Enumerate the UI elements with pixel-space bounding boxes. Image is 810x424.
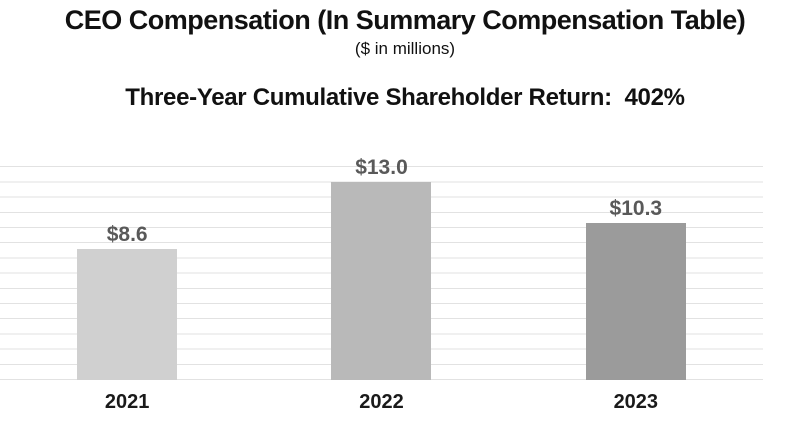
bar-value-label: $13.0 (355, 156, 408, 180)
chart-subtitle: ($ in millions) (354, 39, 456, 58)
chart-title: CEO Compensation (In Summary Compensatio… (64, 5, 746, 35)
x-tick-label: 2022 (359, 391, 404, 413)
x-tick-label: 2023 (613, 391, 659, 413)
bar-2023 (585, 223, 686, 380)
bar-value-label: $10.3 (609, 197, 663, 221)
bar-group-2021: $8.6 (0, 152, 254, 380)
shareholder-return-heading: Three-Year Cumulative Shareholder Return… (125, 84, 685, 111)
plot-area: $8.6 $13.0 $10.3 (0, 152, 763, 380)
x-axis: 2021 2022 2023 (0, 391, 763, 414)
bar-group-2022: $13.0 (254, 152, 508, 380)
bar-2022 (331, 182, 432, 380)
x-tick-label: 2021 (104, 391, 150, 413)
bar-value-label: $8.6 (106, 223, 148, 247)
bar-2021 (77, 249, 178, 380)
bar-group-2023: $10.3 (509, 152, 763, 380)
